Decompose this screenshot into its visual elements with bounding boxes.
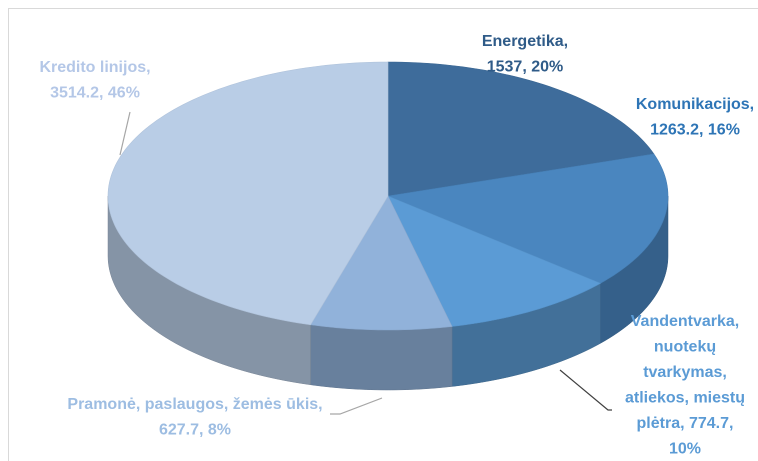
data-label: Vandentvarka, (631, 313, 740, 330)
data-label: Energetika, (482, 33, 568, 50)
data-label: Kredito linijos, (39, 59, 150, 76)
labels: Energetika, 1537, 20% Komunikacijos, 1263.2… (39, 33, 754, 458)
slice (386, 153, 669, 284)
leader-line (330, 397, 383, 415)
data-label: Komunikacijos, (636, 96, 754, 113)
data-label: 10% (669, 441, 701, 458)
data-label: atliekos, miestų (625, 390, 745, 407)
leader-line (559, 369, 612, 411)
slice (387, 61, 655, 197)
leader-line (119, 111, 131, 156)
data-label: tvarkymas, (643, 364, 727, 381)
chart-border (8, 8, 758, 461)
data-label: Pramonė, paslaugos, žemės ūkis, (67, 396, 322, 413)
pie (107, 61, 669, 391)
data-label: 1537, 20% (487, 59, 564, 76)
data-label: 1263.2, 16% (650, 122, 740, 139)
slice (310, 195, 453, 331)
slice (387, 195, 602, 327)
data-label: 627.7, 8% (159, 422, 231, 439)
slice (107, 61, 389, 326)
data-label: nuotekų (654, 339, 716, 356)
data-label: plėtra, 774.7, (637, 415, 734, 432)
slice-side (310, 324, 453, 391)
data-label: 3514.2, 46% (50, 85, 140, 102)
